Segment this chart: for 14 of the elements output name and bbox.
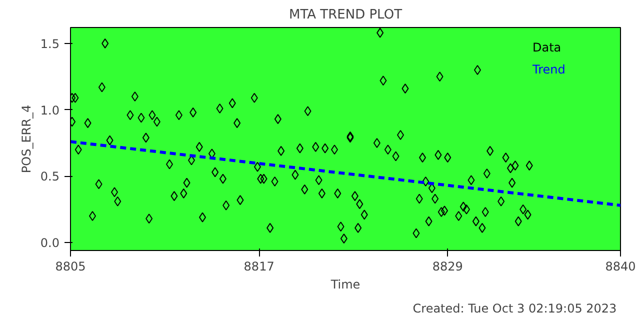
x-tick-label: 8805: [55, 260, 86, 274]
x-tick-label: 8829: [432, 260, 463, 274]
chart-title: MTA TREND PLOT: [288, 8, 402, 22]
y-tick-label: 0.5: [40, 170, 60, 184]
y-axis-title: POS_ERR_4: [19, 104, 34, 174]
text: Data: [532, 40, 562, 54]
text: Trend: [532, 62, 566, 77]
x-axis-title: Time: [330, 278, 360, 292]
y-tick-label: 1.0: [40, 103, 60, 118]
text: Created: Tue Oct 3 02:19:05 2023: [412, 302, 617, 316]
x-tick-label: 8817: [244, 260, 274, 274]
y-tick-label: 1.5: [40, 36, 60, 51]
x-tick-label: 8840: [605, 260, 636, 274]
y-tick-label: 0.0: [40, 236, 60, 250]
